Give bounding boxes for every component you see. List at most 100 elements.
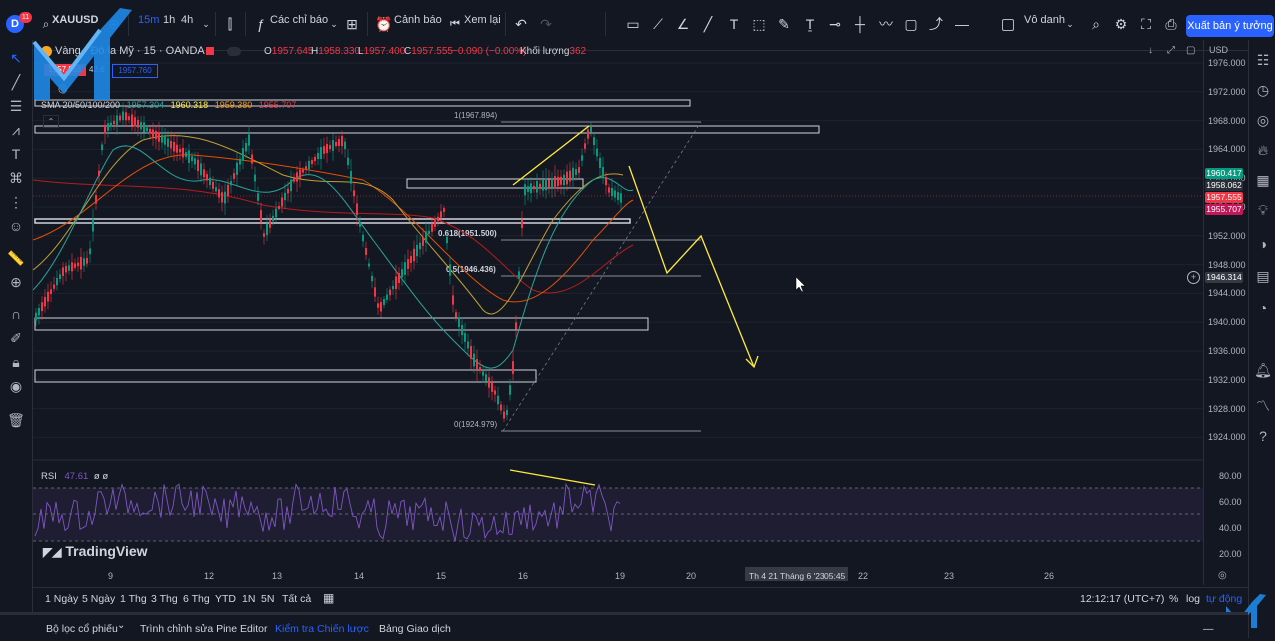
text-icon[interactable]: T [11, 146, 21, 162]
interval-4h[interactable]: 4h [181, 14, 194, 26]
alerts-icon[interactable]: ◷ [1256, 82, 1270, 98]
pulse-icon[interactable]: 〽 [1256, 398, 1270, 414]
chevron-down-icon[interactable]: ⌄ [330, 19, 338, 29]
brush-icon[interactable]: ✎ [778, 16, 790, 32]
chevron-down-icon[interactable]: ⌄ [202, 19, 210, 29]
tab-strategy-tester[interactable]: Kiểm tra Chiến lược [275, 623, 369, 635]
range-5d[interactable]: 5 Ngày [82, 593, 116, 605]
trendline-icon[interactable]: ╱ [11, 74, 21, 90]
patterns-icon[interactable]: ⩘ [12, 122, 20, 138]
gear-icon[interactable]: ⚙ [1114, 16, 1128, 32]
trendline-icon[interactable]: ⟋ [653, 16, 663, 32]
interval-15m[interactable]: 15m [138, 14, 160, 26]
candles-icon[interactable]: ⫿ [227, 16, 233, 32]
cursor-icon[interactable]: ↖ [10, 50, 22, 66]
alerts-button[interactable]: Cảnh báo [394, 14, 442, 26]
chevron-down-icon[interactable]: ⌄ [1066, 19, 1074, 29]
buy-price-box[interactable]: 1957.760 [112, 64, 158, 78]
text-tool-icon[interactable]: Ṯ [805, 16, 815, 32]
watchlist-icon[interactable]: ☷ [1256, 52, 1270, 68]
pattern-icon[interactable]: 〰 [879, 16, 893, 32]
node-icon[interactable]: ⌘ [9, 170, 23, 186]
horizontal-line-icon[interactable]: ⊸ [829, 16, 841, 32]
fib-icon[interactable]: ☰ [9, 98, 23, 114]
time-axis-settings-icon[interactable]: ◎ [1218, 570, 1227, 581]
eye-icon[interactable]: ◉ [9, 378, 23, 394]
range-6m[interactable]: 6 Thg [183, 593, 210, 605]
range-1m[interactable]: 1 Thg [120, 593, 147, 605]
alarm-icon[interactable]: ⏰ [375, 16, 393, 32]
percent-toggle[interactable]: % [1169, 593, 1179, 605]
forecast-icon[interactable]: ⋮ [9, 194, 23, 210]
emoji-icon[interactable]: ☺ [8, 218, 24, 234]
search-icon[interactable]: ⌕ [42, 17, 50, 31]
rectangle-icon[interactable]: ⬚ [752, 16, 766, 32]
chevron-down-icon[interactable]: ⌄ [117, 620, 126, 631]
data-window-icon[interactable]: ◎ [1256, 112, 1270, 128]
indicators-button[interactable]: Các chỉ báo [270, 14, 329, 26]
publish-button[interactable]: Xuất bản ý tưởng [1186, 15, 1274, 37]
pane-maximize-icon[interactable]: ⤢ [1167, 45, 1175, 56]
layout-name[interactable]: Vô danh [1024, 14, 1065, 26]
trash-icon[interactable]: 🗑︎ [7, 412, 25, 428]
range-1d[interactable]: 1 Ngày [45, 593, 79, 605]
currency-label[interactable]: USD [1209, 45, 1229, 55]
chat-icon[interactable]: ▤ [1256, 268, 1270, 284]
layout-checkbox[interactable] [1002, 19, 1014, 31]
flag-icon[interactable] [206, 47, 214, 55]
indicators-icon[interactable]: ƒ [257, 16, 265, 32]
range-ytd[interactable]: YTD [215, 593, 236, 605]
camera-icon[interactable]: ⎙ [1165, 16, 1177, 32]
goto-date-icon[interactable]: ▦ [323, 591, 335, 605]
news-icon[interactable]: ◔ [1258, 300, 1268, 316]
tab-pine-editor[interactable]: Trình chỉnh sửa Pine Editor [140, 623, 268, 635]
interval-1h[interactable]: 1h [163, 14, 176, 26]
clock-time[interactable]: 12:12:17 (UTC+7) [1080, 593, 1165, 605]
help-icon[interactable]: ? [1259, 428, 1267, 444]
notifications-icon[interactable]: 🔔︎ [1254, 362, 1272, 378]
range-5y[interactable]: 5N [261, 593, 275, 605]
range-3m[interactable]: 3 Thg [151, 593, 178, 605]
magnet-icon[interactable]: ∩ [10, 306, 22, 322]
price-chart[interactable]: 1(1967.894) 0.618(1951.500) 0.5(1946.436… [33, 40, 1203, 585]
candle [359, 222, 361, 227]
fullscreen-icon[interactable]: ⛶ [1141, 16, 1151, 32]
add-alert-icon[interactable]: + [1187, 271, 1200, 284]
hotlist-icon[interactable]: 🔥︎ [1257, 142, 1269, 158]
symbol-search[interactable]: XAUUSD [52, 14, 99, 26]
ruler-icon[interactable]: 📏 [7, 250, 25, 266]
replay-icon[interactable]: ⏮ [450, 18, 460, 30]
pane-down-icon[interactable]: ↓ [1148, 45, 1153, 56]
redo-icon[interactable]: ↷ [540, 16, 552, 32]
range-all[interactable]: Tất cả [282, 593, 312, 605]
candle [323, 146, 325, 154]
quick-search-icon[interactable]: ⌕ [1092, 16, 1100, 32]
comment-icon[interactable]: ▢ [904, 16, 918, 32]
lock-icon[interactable]: 🔒︎ [12, 354, 20, 370]
pencil-lock-icon[interactable]: ✐ [10, 330, 22, 346]
callout-icon[interactable]: ▭ [626, 16, 640, 32]
tab-stock-screener[interactable]: Bộ lọc cổ phiếu [46, 623, 118, 635]
undo-icon[interactable]: ↶ [515, 16, 527, 32]
path-icon[interactable]: ⤴ [929, 16, 943, 32]
ray-icon[interactable]: ╱ [703, 16, 713, 32]
zoom-icon[interactable]: ⊕ [10, 274, 22, 290]
text-icon[interactable]: T [729, 16, 739, 32]
ideas-icon[interactable]: 💡︎ [1258, 202, 1268, 218]
collapse-icon[interactable] [227, 47, 241, 56]
calendar-icon[interactable]: ▦ [1256, 172, 1270, 188]
price-axis[interactable]: USD 1976.000 1972.000 1968.000 1964.000 1960… [1203, 40, 1248, 585]
trend-angle-icon[interactable]: ∠ [676, 16, 690, 32]
vertical-line-icon[interactable]: ┼ [855, 16, 865, 32]
replay-button[interactable]: Xem lại [464, 14, 501, 26]
range-1y[interactable]: 1N [242, 593, 256, 605]
minimize-icon[interactable]: — [1203, 623, 1214, 635]
log-toggle[interactable]: log [1186, 593, 1201, 605]
tab-trading-panel[interactable]: Bảng Giao dịch [379, 623, 451, 635]
templates-icon[interactable]: ⊞ [346, 16, 358, 32]
collapse-legend-icon[interactable]: ⌃ [43, 115, 59, 128]
minus-icon[interactable]: — [955, 16, 969, 32]
pane-close-icon[interactable]: ▢ [1186, 45, 1196, 56]
streams-icon[interactable]: ◑ [1258, 236, 1268, 252]
auto-toggle[interactable]: tự động [1206, 593, 1243, 605]
